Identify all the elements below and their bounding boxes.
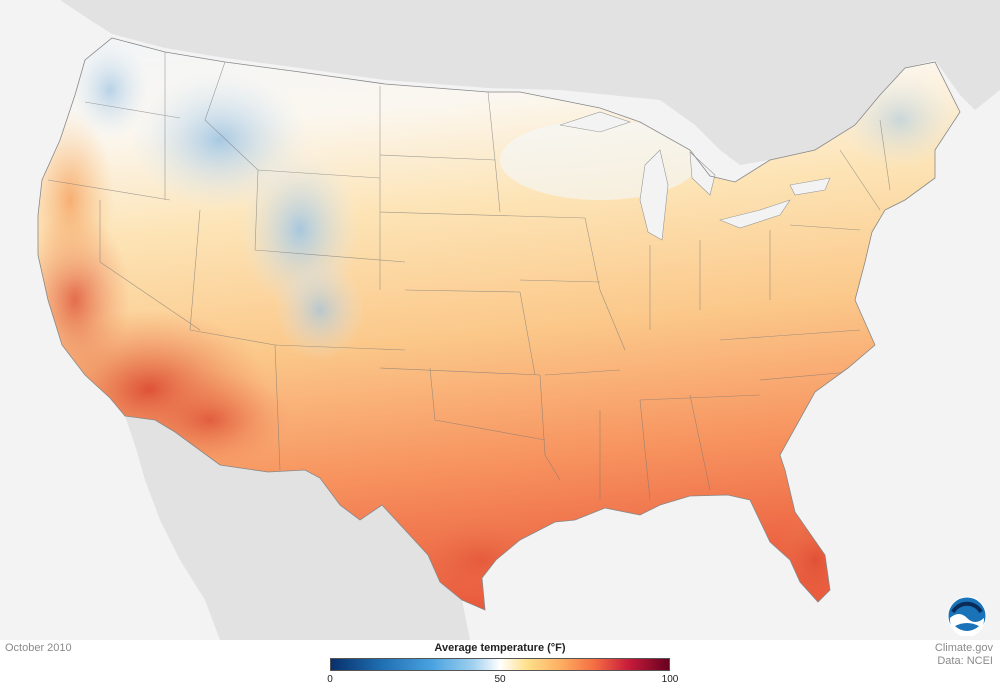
canada-landmass xyxy=(60,0,1000,165)
credits: Climate.gov Data: NCEI xyxy=(935,642,993,668)
date-label: October 2010 xyxy=(5,642,72,654)
map-canvas xyxy=(0,0,1000,640)
legend-title: Average temperature (°F) xyxy=(434,642,566,654)
us-outline xyxy=(37,37,961,611)
great-lakes xyxy=(559,111,831,241)
legend-tick-100: 100 xyxy=(661,674,679,685)
legend-colorbar xyxy=(330,658,670,671)
footer: October 2010 Average temperature (°F) 0 … xyxy=(0,640,1000,690)
legend-tick-0: 0 xyxy=(327,674,333,685)
credit-site: Climate.gov xyxy=(934,642,993,654)
credit-data-source: Data: NCEI xyxy=(937,655,993,667)
temperature-legend: Average temperature (°F) xyxy=(330,642,670,671)
noaa-logo-icon xyxy=(947,596,987,636)
state-boundaries xyxy=(47,52,891,501)
legend-tick-50: 50 xyxy=(494,674,506,685)
mexico-landmass xyxy=(125,416,470,640)
